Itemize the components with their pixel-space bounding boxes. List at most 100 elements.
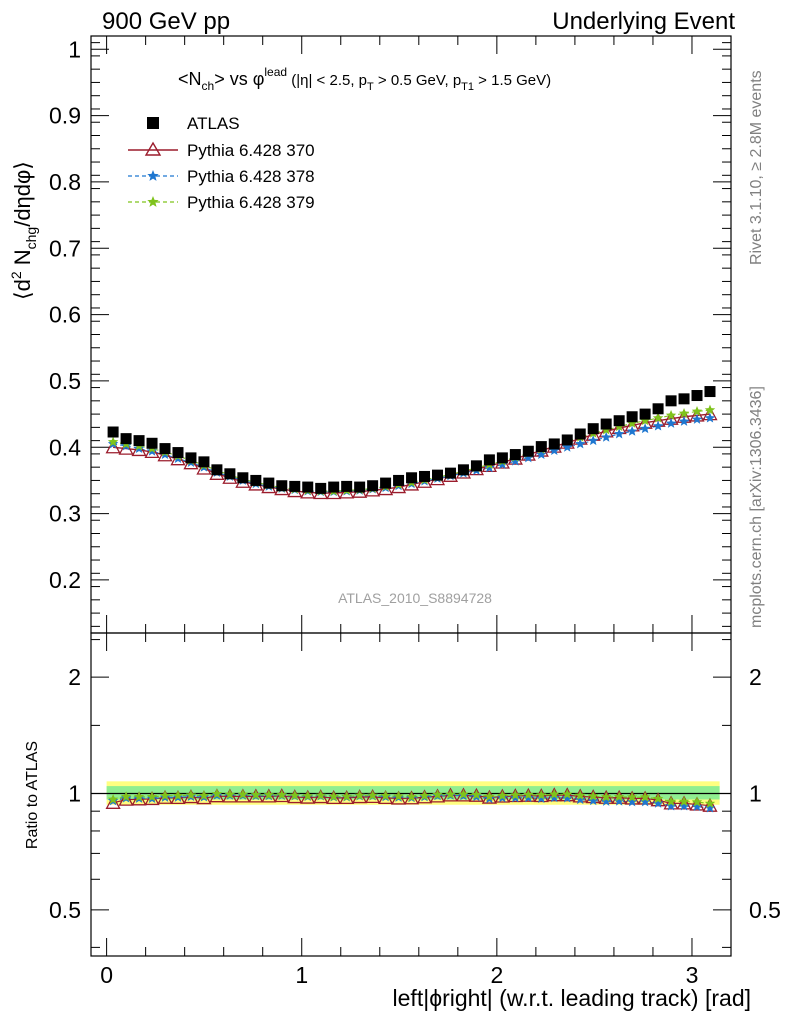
ratio-pythia379-point [133,791,145,802]
ratio-pythia379-point [626,791,638,802]
mcplots-label: mcplots.cern.ch [arXiv:1306.3436] [748,386,765,628]
main-y-ticks: 0.2 0.3 0.4 0.5 0.6 0.7 0.8 0.9 1 [49,36,731,627]
pythia370-point [157,447,173,462]
ratio-pythia370-point [390,790,407,805]
pythia378-point [652,420,664,431]
pythia379-point [652,412,664,423]
main-ytick-label: 1 [68,36,81,62]
atlas-point [367,480,379,492]
ratio-pythia370-point [403,790,420,805]
legend-label-atlas: ATLAS [187,114,240,133]
ratio-pythia378-point [639,796,651,807]
ratio-pythia379-point [458,788,469,799]
ratio-pythia378-point [626,796,638,807]
ratio-pythia379-point [484,791,495,801]
ratio-ylabel: Ratio to ATLAS [24,741,41,849]
atlas-point [678,393,690,405]
ratio-pythia379-point [224,789,236,799]
main-ytick-label: 0.5 [49,368,81,394]
ratio-ytick-label-right: 1 [749,780,762,806]
ratio-x-ticks: 0 1 2 3 [100,633,698,988]
atlas-point [652,403,664,415]
atlas-point [626,411,638,423]
ratio-pythia378-point [704,802,716,813]
ratio-pythia370-point [183,789,199,804]
ratio-pythia370-point [248,788,264,803]
main-ytick-label: 0.2 [49,567,81,593]
ratio-pythia370-point [326,790,342,805]
pythia379-point [678,407,690,418]
atlas-point [470,460,482,472]
atlas-point [302,481,314,493]
ratio-pythia379-point [302,790,313,801]
ratio-pythia379-point [406,791,417,802]
ratio-y-ticks: 0.5 0.5 1 1 2 2 [49,639,781,948]
atlas-point [496,452,508,464]
ratio-pythia370-point [261,788,277,803]
ratio-pythia379-point [419,790,430,801]
x-axis-label: left|ϕright| (w.r.t. leading track) [rad… [393,985,751,1011]
ratio-line-2 [112,793,711,805]
ratio-ytick-label-right: 0.5 [749,897,781,923]
atlas-point [120,433,132,445]
ratio-pythia378-point [613,795,625,806]
ratio-pythia379-point [172,790,184,801]
main-ytick-label: 0.3 [49,501,81,527]
atlas-point [146,437,158,449]
atlas-point [107,426,119,438]
ratio-pythia378-point [536,793,547,804]
atlas-point [380,477,392,489]
pythia370-point [131,442,147,457]
ratio-pythia370-point [533,788,549,803]
ratio-pythia370-point [170,790,186,805]
xtick-label: 3 [686,962,699,988]
ratio-pythia379-point [523,789,534,800]
ratio-pythia378-point [549,792,560,803]
ratio-pythia370-point [274,788,290,803]
ratio-pythia370-point [494,788,510,803]
pythia378-point [575,438,586,449]
atlas-point [406,472,418,484]
atlas-point [198,456,210,468]
pythia378-point [613,428,625,439]
ratio-pythia379-point [432,789,443,800]
chart-title: <Nch> vs φlead (|η| < 2.5, pT > 0.5 GeV,… [178,65,551,93]
ratio-ytick-label-right: 2 [749,664,762,690]
ratio-pythia379-point [237,789,249,799]
ratio-pythia370-point [546,787,562,802]
pythia370-point [118,440,134,455]
legend-label-378: Pythia 6.428 378 [187,167,315,186]
atlas-point [224,468,236,480]
ratio-pythia370-point [702,797,718,812]
ratio-pythia370-point [118,791,134,806]
atlas-point [535,441,547,453]
header-left: 900 GeV pp [102,8,230,35]
ratio-pythia379-point [146,791,158,802]
main-series [105,386,718,500]
atlas-point [561,434,573,446]
pythia379-point [639,415,651,426]
atlas-point [276,480,288,492]
ratio-pythia379-point [575,790,586,800]
ratio-pythia379-point [549,788,560,799]
legend-marker-atlas [147,117,159,129]
pythia379-point [704,404,716,415]
ratio-pythia370-point [235,788,251,803]
xtick-label: 1 [295,962,308,988]
ratio-pythia370-point [287,789,303,804]
ratio-ytick-label: 0.5 [49,897,81,923]
atlas-point [393,474,405,486]
atlas-point [419,470,431,482]
main-ytick-label: 0.8 [49,169,81,195]
pythia379-point [626,417,638,428]
ratio-pythia370-point [429,788,446,803]
ratio-panel: 0.5 0.5 1 1 2 2 0 1 2 3 Ratio to ATLAS left|ϕrig… [24,632,781,1011]
ratio-pythia379-point [600,791,612,802]
ratio-pythia379-point [639,791,651,802]
pythia378-point [536,449,547,460]
atlas-point [133,435,145,447]
main-panel: 0.2 0.3 0.4 0.5 0.6 0.7 0.8 0.9 1 <Nch> vs φlead… [8,35,732,634]
main-ytick-label: 0.7 [49,235,81,261]
ratio-pythia379-point [354,790,365,800]
